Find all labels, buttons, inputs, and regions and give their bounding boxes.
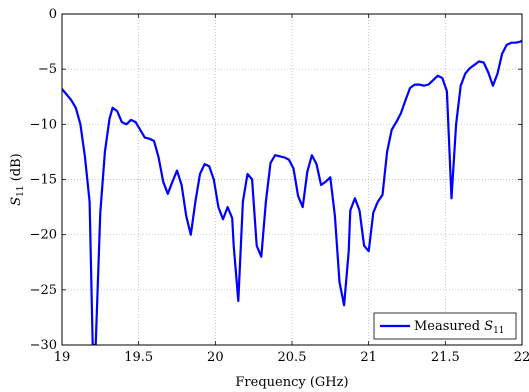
x-tick-label: 20.5 [278,350,307,365]
y-tick-label: −30 [30,338,57,353]
legend-entry-measured-s11: Measured S11 [414,319,505,336]
x-tick-label: 21.5 [431,350,460,365]
ticks: 19 19.5 20 20.5 21 21.5 22 0 −5 −10 −15 −20 −25 −30 [30,7,529,365]
y-tick-label: −20 [30,228,57,243]
x-tick-label: 22 [514,350,529,365]
x-tick-label: 19 [54,350,71,365]
x-tick-label: 21 [360,350,377,365]
y-axis-label-unit: (dB) [9,153,24,185]
series-layer [62,39,522,345]
x-axis-label: Frequency (GHz) [235,375,348,390]
y-tick-label: −10 [30,117,57,132]
x-tick-label: 20 [207,350,224,365]
y-tick-label: −25 [30,283,57,298]
x-tick-label: 19.5 [124,350,153,365]
y-tick-label: −5 [38,62,57,77]
y-tick-label: −15 [30,173,57,188]
legend-entry-subscript: 11 [493,326,504,336]
series-line-measured-s11 [62,39,522,345]
legend: Measured S11 [373,312,517,340]
y-tick-label: 0 [49,7,57,22]
legend-entry-symbol: S [484,319,493,334]
y-axis-label-subscript: 11 [16,185,26,196]
y-axis-label-symbol: S [9,197,24,206]
legend-entry-text: Measured [414,319,484,334]
y-axis-label: S11 (dB) [9,153,26,206]
